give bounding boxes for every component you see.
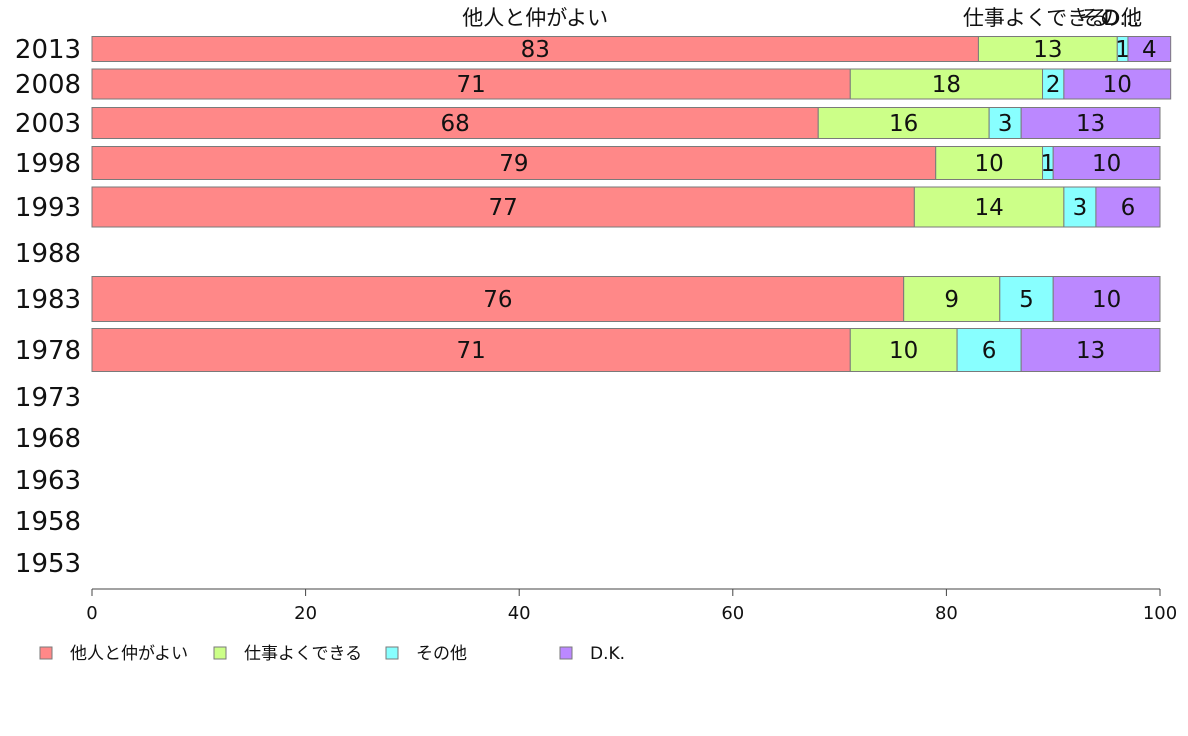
bar-2013-series-1: [977, 36, 1118, 62]
bar-1983-series-1: [903, 276, 1001, 322]
year-label-1973: 1973: [15, 383, 81, 413]
value-label-1993-series-2: 3: [1073, 195, 1088, 221]
value-label-1993-series-3: 6: [1121, 195, 1136, 221]
bar-2008-series-3: [1063, 68, 1172, 100]
column-label-0: 他人と仲がよい: [462, 6, 608, 30]
x-tick-label-80: 80: [935, 603, 958, 624]
bar-1993-series-2: [1063, 186, 1097, 228]
legend-swatch-0: [39, 646, 53, 660]
bar-1998-series-0: [91, 146, 937, 180]
year-label-1998: 1998: [15, 149, 81, 179]
value-label-1983-series-2: 5: [1019, 287, 1034, 313]
x-tick-label-100: 100: [1143, 603, 1177, 624]
value-label-2008-series-3: 10: [1103, 72, 1132, 98]
bar-1978-series-2: [956, 328, 1022, 372]
value-label-1983-series-1: 9: [944, 287, 959, 313]
value-label-2013-series-2: 1: [1115, 37, 1130, 63]
bar-1993-series-3: [1095, 186, 1161, 228]
year-label-1953: 1953: [15, 549, 81, 579]
value-label-2008-series-1: 18: [932, 72, 961, 98]
x-tick-label-60: 60: [721, 603, 744, 624]
year-label-2008: 2008: [15, 70, 81, 100]
bar-2013-series-3: [1127, 36, 1172, 62]
bar-1978-series-3: [1020, 328, 1161, 372]
value-label-2003-series-3: 13: [1076, 111, 1105, 137]
value-label-1993-series-0: 77: [489, 195, 518, 221]
value-label-2013-series-1: 13: [1033, 37, 1062, 63]
value-label-2008-series-2: 2: [1046, 72, 1061, 98]
value-label-2013-series-0: 83: [521, 37, 550, 63]
year-label-2013: 2013: [15, 35, 81, 65]
column-label-2: その他: [1079, 6, 1142, 30]
year-label-2003: 2003: [15, 109, 81, 139]
bar-1993-series-0: [91, 186, 915, 228]
bar-1978-series-0: [91, 328, 851, 372]
year-label-1978: 1978: [15, 336, 81, 366]
year-label-1993: 1993: [15, 193, 81, 223]
legend-label-2: その他: [416, 644, 467, 664]
bar-1983-series-3: [1052, 276, 1161, 322]
value-label-1993-series-1: 14: [974, 195, 1003, 221]
bar-2003-series-3: [1020, 107, 1161, 139]
legend-swatch-3: [559, 646, 573, 660]
bar-2008-series-0: [91, 68, 851, 100]
x-tick-label-40: 40: [508, 603, 531, 624]
column-label-1: 仕事よくできる: [963, 6, 1109, 30]
value-label-1983-series-3: 10: [1092, 287, 1121, 313]
value-label-1978-series-2: 6: [982, 338, 997, 364]
legend-label-3: D.K.: [590, 644, 625, 664]
legend-swatch-2: [385, 646, 399, 660]
year-label-1963: 1963: [15, 466, 81, 496]
value-label-2013-series-3: 4: [1142, 37, 1157, 63]
value-label-1978-series-3: 13: [1076, 338, 1105, 364]
value-label-1998-series-1: 10: [974, 151, 1003, 177]
x-tick-label-0: 0: [86, 603, 97, 624]
column-label-3: D...: [1103, 6, 1139, 30]
year-label-1958: 1958: [15, 507, 81, 537]
x-tick-label-20: 20: [294, 603, 317, 624]
bar-1983-series-0: [91, 276, 905, 322]
value-label-1998-series-3: 10: [1092, 151, 1121, 177]
year-label-1983: 1983: [15, 285, 81, 315]
value-label-1983-series-0: 76: [483, 287, 512, 313]
legend-label-1: 仕事よくできる: [244, 644, 362, 664]
value-label-1978-series-0: 71: [456, 338, 485, 364]
bar-2008-series-1: [849, 68, 1044, 100]
year-label-1968: 1968: [15, 424, 81, 454]
value-label-2008-series-0: 71: [456, 72, 485, 98]
value-label-1998-series-0: 79: [499, 151, 528, 177]
bar-2003-series-0: [91, 107, 819, 139]
legend-swatch-1: [213, 646, 227, 660]
value-label-1998-series-2: 1: [1041, 151, 1056, 177]
value-label-2003-series-1: 16: [889, 111, 918, 137]
bar-1978-series-1: [849, 328, 958, 372]
value-label-2003-series-0: 68: [440, 111, 469, 137]
value-label-1978-series-1: 10: [889, 338, 918, 364]
bar-2013-series-0: [91, 36, 979, 62]
bar-2003-series-1: [817, 107, 990, 139]
bar-2003-series-2: [988, 107, 1022, 139]
bar-1998-series-3: [1052, 146, 1161, 180]
year-label-1988: 1988: [15, 239, 81, 269]
legend-label-0: 他人と仲がよい: [70, 644, 188, 664]
bar-1993-series-1: [913, 186, 1065, 228]
value-label-2003-series-2: 3: [998, 111, 1013, 137]
